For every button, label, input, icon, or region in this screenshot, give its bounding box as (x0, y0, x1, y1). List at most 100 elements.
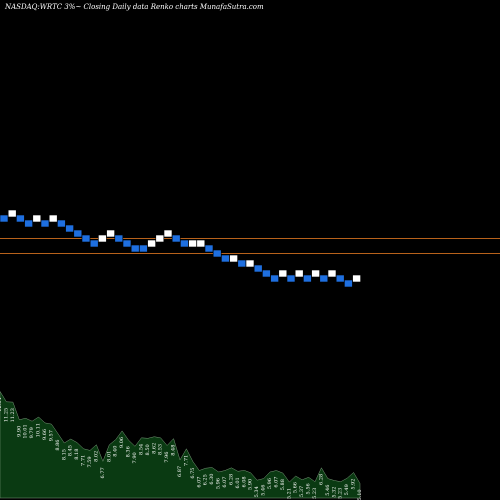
volume-label: 8.15 (61, 449, 67, 460)
renko-brick-down (253, 264, 263, 273)
renko-brick-down (262, 269, 271, 278)
volume-label: 5.32 (331, 487, 337, 498)
renko-brick-down (89, 239, 99, 248)
volume-label: 8.53 (158, 444, 164, 455)
volume-label: 8.18 (74, 449, 80, 460)
volume-label: 5.88 (280, 479, 286, 490)
volume-label: 5.90 (248, 479, 254, 490)
volume-label: 5.92 (351, 479, 357, 490)
renko-brick-down (65, 224, 74, 233)
volume-label: 6.77 (100, 467, 106, 478)
renko-brick-up (196, 239, 206, 248)
renko-brick-up (163, 229, 173, 238)
volume-label: 9.90 (16, 426, 22, 437)
renko-brick-down (130, 244, 140, 253)
renko-brick-up (311, 269, 320, 278)
volume-label: 8.54 (138, 444, 144, 455)
volume-label: 7.90 (132, 452, 138, 463)
volume-label: 10.11 (36, 423, 42, 437)
renko-brick-down (221, 254, 230, 263)
renko-brick-up (188, 239, 197, 248)
volume-label: 7.96 (164, 452, 170, 463)
renko-brick-down (237, 259, 247, 268)
volume-area (0, 390, 361, 499)
volume-label: 8.01 (106, 451, 112, 462)
volume-label: 5.23 (312, 488, 318, 499)
volume-label: 5.46 (325, 485, 331, 496)
renko-brick-down (171, 234, 181, 243)
renko-brick-up (32, 214, 42, 223)
renko-brick-down (212, 249, 222, 258)
volume-label: 5.49 (344, 484, 350, 495)
renko-brick-down (344, 279, 353, 288)
renko-brick-down (122, 239, 132, 248)
volume-label: 5.34 (254, 486, 260, 497)
volume-label: 9.57 (48, 430, 54, 441)
renko-brick-down (24, 219, 33, 228)
renko-brick-down (180, 239, 189, 248)
volume-label: 6.07 (196, 477, 202, 488)
renko-brick-down (335, 274, 345, 283)
renko-brick-up (278, 269, 288, 278)
volume-label: 6.07 (222, 477, 228, 488)
renko-brick-down (57, 219, 66, 228)
volume-label: 11.23 (10, 408, 16, 422)
renko-brick-down (40, 219, 50, 228)
renko-brick-down (286, 274, 296, 283)
volume-label: 8.36 (126, 446, 132, 457)
volume-label: 11.25 (3, 408, 9, 422)
volume-label: 9.06 (119, 437, 125, 448)
volume-area-path (0, 390, 361, 499)
renko-brick-down (0, 214, 9, 223)
volume-label: 8.50 (145, 444, 151, 455)
volume-label: 5.56 (306, 483, 312, 494)
volume-label: 6.07 (273, 477, 279, 488)
volume-label: 8.86 (55, 440, 61, 451)
renko-brick-down (319, 274, 329, 283)
renko-brick-up (245, 259, 255, 268)
renko-bricks (0, 209, 361, 288)
renko-brick-up (352, 274, 361, 283)
renko-brick-down (139, 244, 148, 253)
renko-brick-down (204, 244, 214, 253)
volume-label: 5.66 (293, 482, 299, 493)
volume-label: 5.37 (299, 486, 305, 497)
volume-label: 6.08 (241, 476, 247, 487)
volume-label: 9.79 (29, 427, 35, 438)
volume-label: 8.48 (171, 445, 177, 456)
volume-label: 6.28 (318, 474, 324, 485)
renko-brick-down (81, 234, 91, 243)
volume-label: 6.01 (235, 477, 241, 488)
volume-label: 5.21 (286, 488, 292, 499)
volume-label: 9.66 (42, 429, 48, 440)
volume-label: 5.10 (357, 489, 363, 500)
volume-label: 8.62 (151, 443, 157, 454)
volume-label: 5.96 (216, 478, 222, 489)
renko-brick-up (229, 254, 238, 263)
renko-brick-up (48, 214, 58, 223)
volume-label: 7.59 (87, 456, 93, 467)
renko-brick-up (294, 269, 304, 278)
renko-brick-down (16, 214, 25, 223)
volume-label: 8.45 (68, 445, 74, 456)
chart-title: NASDAQ:WRTC 3%~ Closing Daily data Renko… (4, 3, 264, 11)
volume-label: 6.28 (228, 474, 234, 485)
volume-label: 12.04 (0, 397, 3, 411)
volume-label: 8.02 (93, 451, 99, 462)
renko-brick-up (106, 229, 115, 238)
volume-label: 6.87 (177, 466, 183, 477)
renko-brick-down (73, 229, 83, 238)
volume-label: 5.96 (267, 478, 273, 489)
volume-label: 5.23 (338, 488, 344, 499)
volume-label: 7.71 (183, 455, 189, 466)
volume-label: 8.40 (113, 446, 119, 457)
volume-label: 6.75 (190, 468, 196, 479)
renko-brick-up (155, 234, 165, 243)
renko-brick-down (303, 274, 312, 283)
volume-label: 6.30 (209, 474, 215, 485)
volume-label: 5.46 (261, 485, 267, 496)
renko-brick-up (98, 234, 107, 243)
